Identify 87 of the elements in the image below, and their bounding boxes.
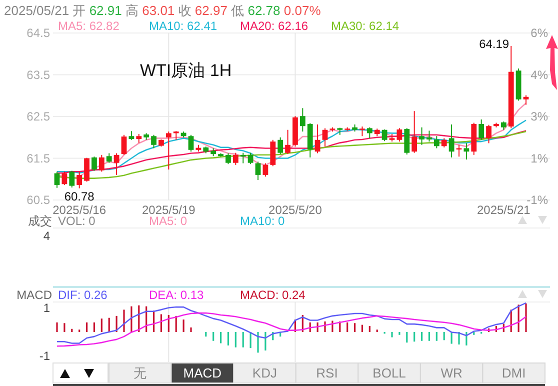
text: 成交: [28, 214, 52, 228]
text: 0.07%: [284, 3, 322, 18]
candlestick: [426, 130, 432, 142]
candlestick: [98, 154, 104, 172]
candlestick: [270, 139, 276, 167]
candlestick: [248, 152, 254, 165]
chart-title: MACD: [16, 288, 52, 302]
text: MA5: 0: [149, 214, 188, 228]
text: DMI: [502, 366, 526, 381]
candlestick: [396, 128, 402, 142]
annotation: 60.78: [64, 189, 95, 204]
line-series: [56, 312, 527, 347]
candlestick: [478, 118, 484, 140]
line-series: [56, 302, 527, 344]
y-tick-label: 61.5: [26, 151, 50, 166]
y-tick-label: 63.5: [26, 68, 50, 82]
candlestick: [419, 126, 424, 146]
candlestick: [456, 144, 462, 158]
x-tick-label: 2025/5/19: [142, 203, 196, 217]
text: MA10: 0: [240, 214, 286, 228]
text: 高 63.01: [126, 3, 175, 18]
candlestick: [314, 124, 320, 154]
y2-tick-label: 6%: [530, 26, 548, 40]
candlestick: [523, 94, 529, 106]
candlestick: [486, 124, 492, 144]
candlestick: [188, 134, 194, 152]
candlestick: [76, 171, 82, 189]
annotation: 64.19: [479, 36, 510, 51]
candlestick: [54, 171, 60, 188]
candlestick: [360, 126, 365, 137]
candlestick: [151, 134, 156, 149]
text: 无: [134, 366, 147, 381]
candlestick: [300, 108, 306, 132]
candlestick: [285, 129, 290, 155]
candlestick: [240, 152, 246, 164]
candlestick: [464, 142, 470, 160]
candlestick: [232, 152, 238, 166]
y2-tick-label: 1%: [530, 151, 548, 166]
y-tick-label: 64.5: [26, 26, 50, 40]
text: 2025/05/21: [4, 3, 70, 18]
text: 收 62.97: [178, 3, 228, 18]
text: MA10: 62.41: [149, 19, 218, 33]
candlestick: [434, 136, 440, 149]
text: KDJ: [252, 366, 277, 381]
series-label: DEA: 0.13: [149, 288, 204, 302]
text: MA5: 62.82: [58, 19, 120, 33]
text: MA30: 62.14: [331, 19, 400, 33]
text: WR: [440, 366, 462, 381]
text: MACD: [183, 366, 222, 381]
text: BOLL: [372, 366, 406, 381]
y-tick-label: 1: [43, 301, 50, 316]
candlestick: [84, 157, 90, 182]
candlestick: [62, 171, 68, 186]
candlestick: [262, 162, 268, 178]
candlestick: [255, 161, 261, 180]
y2-tick-label: 4%: [530, 68, 548, 82]
text: VOL: 0: [58, 214, 96, 228]
candlestick: [226, 152, 231, 165]
text: 开 62.91: [72, 3, 122, 18]
candlestick: [121, 134, 127, 156]
y-tick-label: 60.5: [26, 193, 50, 208]
candlestick: [106, 152, 112, 164]
candlestick: [69, 170, 75, 188]
series-label: MACD: 0.24: [240, 288, 306, 302]
candlestick: [322, 128, 328, 148]
candlestick: [382, 128, 388, 142]
line-series: [56, 120, 527, 174]
candlestick: [366, 126, 372, 139]
text: 4: [43, 229, 50, 244]
y2-tick-label: 3%: [530, 110, 548, 124]
candlestick: [404, 128, 410, 155]
y-tick-label: 62.5: [26, 110, 50, 124]
candlestick: [114, 152, 120, 176]
x-tick-label: 2025/5/16: [52, 203, 106, 217]
text: MA20: 62.16: [240, 19, 308, 33]
x-tick-label: 2025/5/20: [268, 203, 322, 217]
text: DIF: 0.26: [58, 288, 108, 302]
candlestick: [441, 138, 447, 148]
candlestick: [166, 131, 172, 170]
candlestick: [412, 110, 418, 154]
text: RSI: [316, 366, 338, 381]
candlestick: [448, 124, 454, 158]
text: WTI原油 1H: [140, 61, 232, 80]
y-tick-label: -1: [39, 349, 50, 364]
text: 低 62.78: [231, 3, 280, 18]
candlestick: [278, 136, 284, 155]
candlestick: [92, 156, 97, 172]
